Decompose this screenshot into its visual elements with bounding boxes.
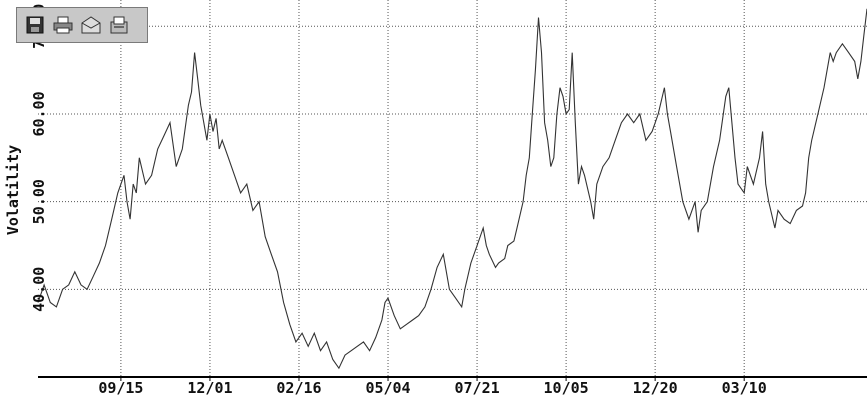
email-icon (81, 16, 101, 34)
y-tick-label: 40.00 (30, 267, 48, 312)
fax-button[interactable] (107, 13, 131, 37)
y-tick-label: 50.00 (30, 179, 48, 224)
volatility-line (37, 8, 867, 370)
print-button[interactable] (51, 13, 75, 37)
x-tick-label: 12/01 (187, 379, 232, 397)
x-tick-label: 02/16 (276, 379, 321, 397)
y-axis-label: Volatility (4, 145, 22, 235)
print-icon (53, 16, 73, 34)
fax-icon (110, 16, 128, 34)
save-icon (26, 16, 44, 34)
x-tick-label: 10/05 (544, 379, 589, 397)
chart-grid (38, 0, 867, 377)
x-tick-label: 05/04 (365, 379, 410, 397)
x-tick-label: 03/10 (722, 379, 767, 397)
x-tick-label: 09/15 (98, 379, 143, 397)
x-tick-label: 12/20 (633, 379, 678, 397)
y-tick-label: 60.00 (30, 91, 48, 136)
x-tick-labels: 09/15 12/01 02/16 05/04 07/21 10/05 12/20 03/10 (98, 377, 767, 397)
chart-toolbar (16, 7, 148, 43)
email-button[interactable] (79, 13, 103, 37)
save-button[interactable] (23, 13, 47, 37)
x-tick-label: 07/21 (454, 379, 499, 397)
